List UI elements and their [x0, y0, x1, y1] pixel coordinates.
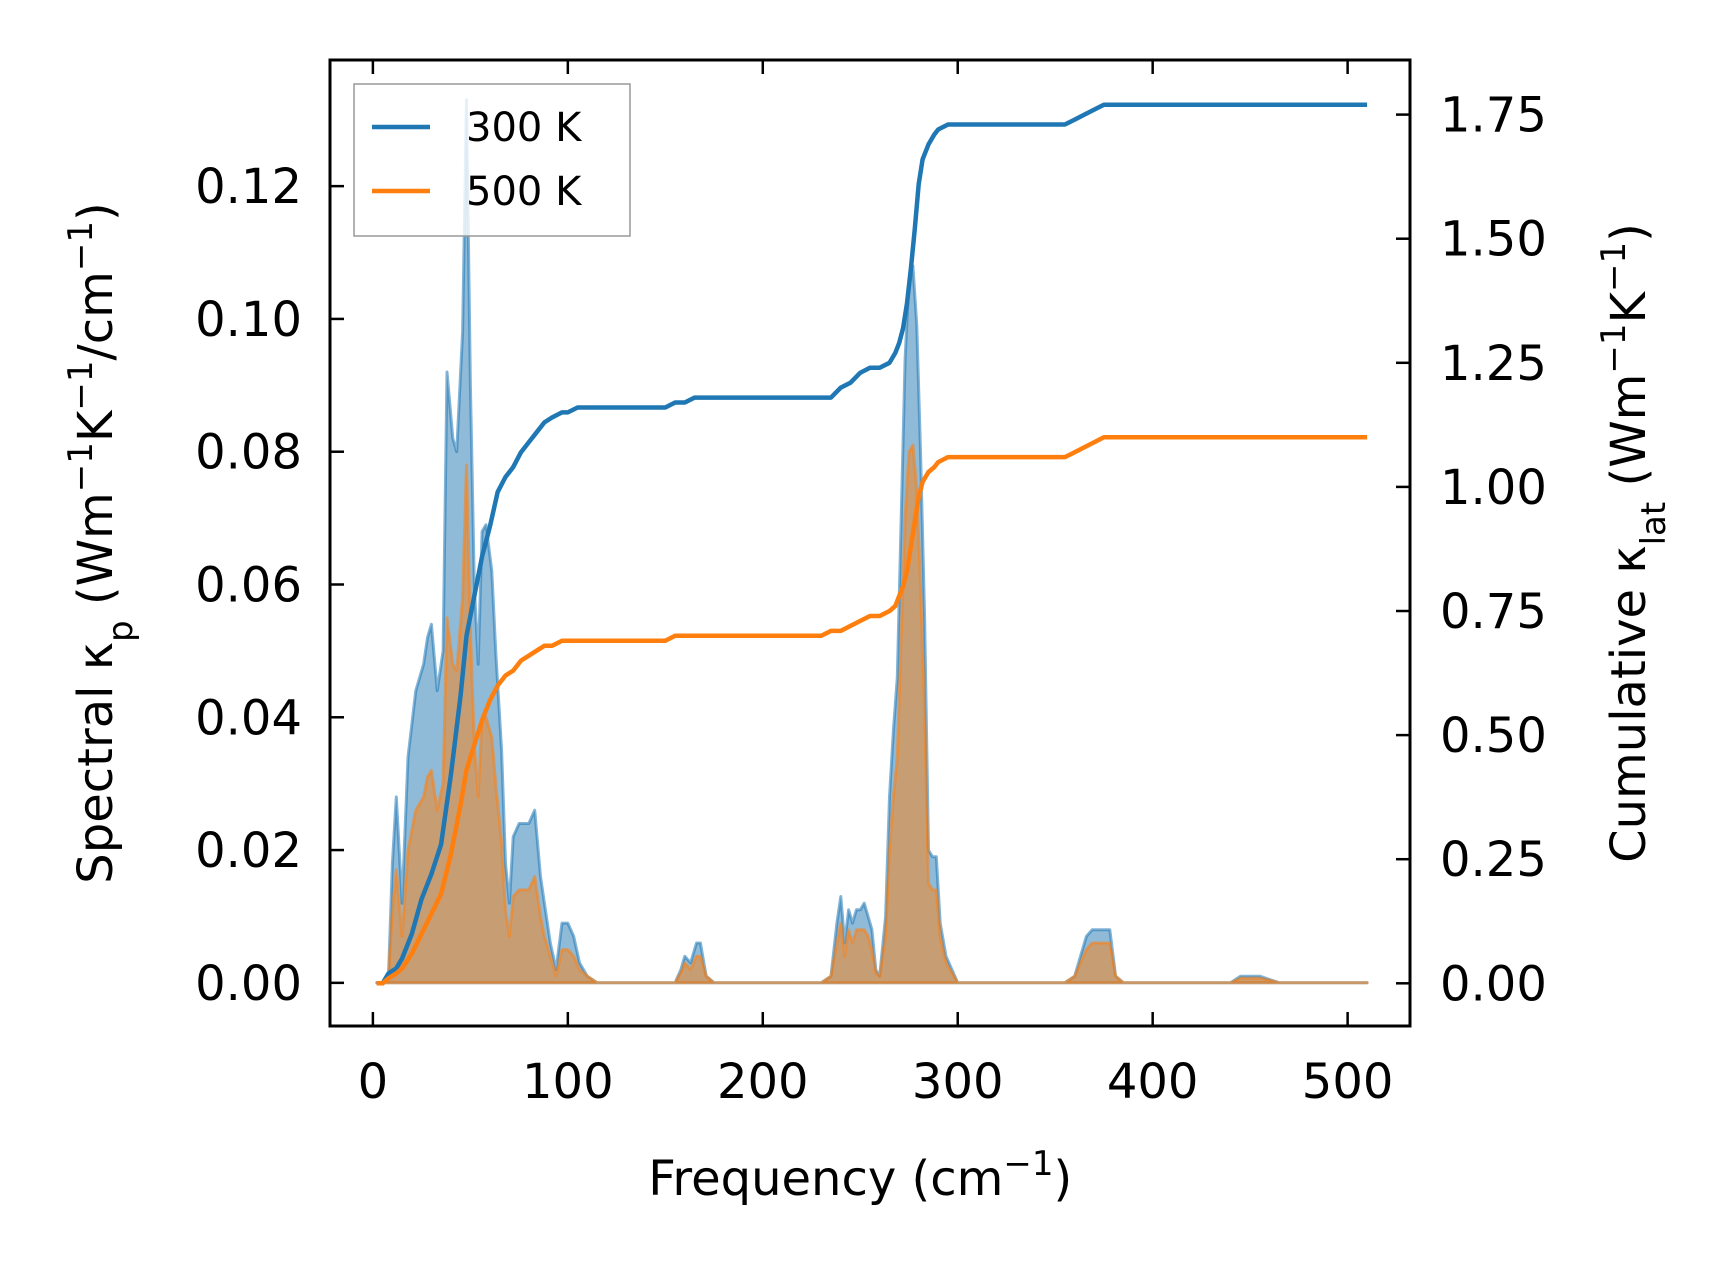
axis-title-part: Spectral κ: [68, 642, 124, 884]
left-axis-ticks: 0.00 0.02 0.04 0.06 0.08 0.10 0.12: [195, 159, 344, 1012]
spectral-area-500k: [375, 443, 1369, 985]
y-right-tick-label: 1.00: [1440, 460, 1547, 516]
axis-title-part: (Wm: [1601, 374, 1657, 502]
axis-titles: Frequency (cm−1)Spectral κp (Wm−1K−1/cm−…: [61, 202, 1674, 1207]
x-tick-label: 100: [522, 1054, 614, 1110]
cumulative-lines: [376, 102, 1368, 986]
axis-title-part: −1: [1594, 242, 1634, 292]
y-right-tick-label: 0.50: [1440, 708, 1547, 764]
cumulative-line-300k: [376, 102, 1368, 986]
axis-title-part: −1: [1003, 1144, 1053, 1184]
y-right-tick-label: 1.25: [1440, 336, 1547, 392]
y-left-tick-label: 0.08: [195, 425, 302, 481]
axis-title-part: ): [1054, 1151, 1073, 1207]
axis-title-part: Frequency (cm: [648, 1151, 1003, 1207]
y-left-tick-label: 0.00: [195, 956, 302, 1012]
axis-title-part: (Wm: [68, 492, 124, 620]
right-axis-ticks: 0.00 0.25 0.50 0.75 1.00 1.25 1.50 1.75: [1396, 88, 1547, 1012]
axis-title-part: −1: [61, 442, 101, 492]
axis-title-part: /cm: [68, 271, 124, 360]
x-tick-label: 300: [912, 1054, 1004, 1110]
y-left-axis-title: Spectral κp (Wm−1K−1/cm−1): [61, 202, 141, 883]
axis-title-part: K: [1601, 290, 1657, 323]
axis-title-part: ): [1601, 223, 1657, 242]
y-right-tick-label: 1.50: [1440, 212, 1547, 268]
y-right-tick-label: 0.75: [1440, 584, 1547, 640]
y-left-tick-label: 0.04: [195, 690, 302, 746]
axis-title-part: p: [101, 620, 141, 642]
cumulative-line-500k: [376, 435, 1368, 986]
y-left-tick-label: 0.06: [195, 557, 302, 613]
legend-label: 300 K: [466, 105, 583, 151]
y-left-tick-label: 0.10: [195, 292, 302, 348]
x-axis-title: Frequency (cm−1): [648, 1144, 1072, 1207]
legend-box: [353, 83, 631, 237]
x-tick-label: 200: [717, 1054, 809, 1110]
axis-title-part: K: [68, 409, 124, 442]
plot-frame: [328, 58, 1412, 1028]
x-tick-label: 500: [1302, 1054, 1394, 1110]
axis-title-part: −1: [61, 360, 101, 410]
legend: 300 K 500 K: [353, 83, 631, 237]
axis-title-part: Cumulative κ: [1601, 545, 1657, 863]
y-right-tick-label: 0.25: [1440, 832, 1547, 888]
y-right-tick-label: 1.75: [1440, 88, 1547, 144]
x-axis-ticks: 0 100 200 300 400 500: [358, 60, 1394, 1110]
legend-label: 500 K: [466, 169, 583, 215]
axis-title-part: ): [68, 202, 124, 221]
axis-title-part: lat: [1634, 502, 1674, 546]
y-left-tick-label: 0.12: [195, 159, 302, 215]
x-tick-label: 400: [1107, 1054, 1199, 1110]
y-right-tick-label: 0.00: [1440, 956, 1547, 1012]
spectral-fills: [375, 98, 1369, 985]
y-right-axis-title: Cumulative κlat (Wm−1K−1): [1594, 223, 1674, 863]
y-left-tick-label: 0.02: [195, 823, 302, 879]
x-tick-label: 0: [358, 1054, 389, 1110]
axis-title-part: −1: [61, 221, 101, 271]
axis-title-part: −1: [1594, 323, 1634, 373]
